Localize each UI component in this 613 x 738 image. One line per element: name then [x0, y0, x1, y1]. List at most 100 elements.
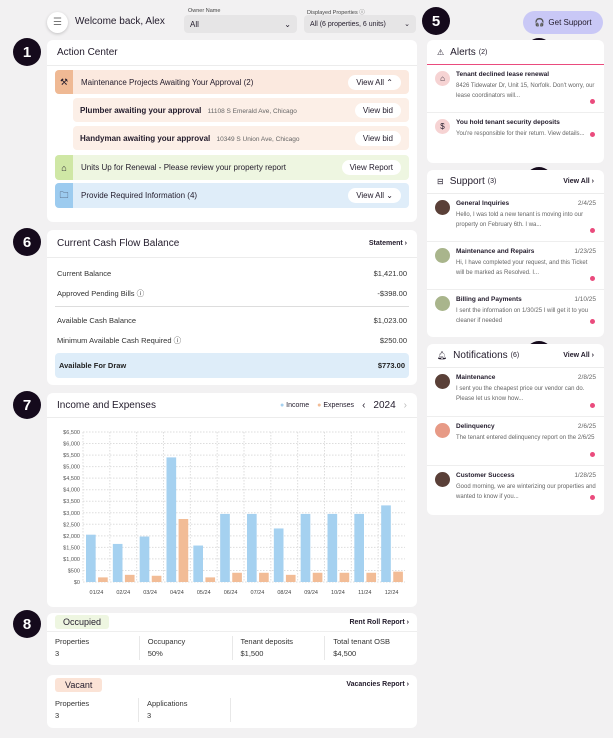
income-bar [139, 536, 150, 582]
renewal-label: Units Up for Renewal - Please review you… [81, 163, 286, 172]
avatar [435, 248, 450, 263]
alerts-title: Alerts [450, 46, 476, 58]
y-tick-label: $1,500 [63, 545, 80, 551]
income-bar [247, 513, 257, 582]
y-tick-label: $500 [68, 568, 80, 574]
bid-address: 11108 S Emerald Ave, Chicago [207, 107, 297, 115]
rent-roll-report-link[interactable]: Rent Roll Report › [349, 618, 409, 626]
y-tick-label: $6,000 [63, 442, 80, 448]
vacant-card: Vacant Vacancies Report › Properties 3 App… [47, 675, 417, 728]
badge-7: 7 [13, 391, 41, 419]
support-item[interactable]: Billing and Payments 1/10/25 I sent the in… [427, 290, 604, 332]
notifications-view-all-link[interactable]: View All › [563, 352, 594, 359]
avatar [435, 200, 450, 215]
required-info-row: 🗀 Provide Required Information (4) View Al… [55, 183, 409, 208]
renewal-row: ⌂ Units Up for Renewal - Please review yo… [55, 155, 409, 180]
x-tick-label: 02/24 [116, 590, 130, 596]
cash-row: Available Cash Balance $1,023.00 [57, 315, 407, 325]
bid-title: Plumber awaiting your approval [80, 105, 202, 115]
alerts-card: ⚠ Alerts (2) ⌂ Tenant declined lease renewa… [427, 40, 604, 163]
badge-5: 5 [422, 7, 450, 35]
x-tick-label: 01/24 [90, 590, 104, 596]
next-year-button[interactable]: › [403, 399, 407, 411]
expenses-bar [232, 572, 242, 582]
support-title: Support [449, 176, 485, 187]
prev-year-button[interactable]: ‹ [362, 399, 366, 411]
x-tick-label: 06/24 [224, 590, 238, 596]
maintenance-view-all-button[interactable]: View All ⌃ [348, 74, 401, 90]
stat: Total tenant OSB $4,500 [333, 637, 390, 658]
view-bid-button[interactable]: View bid [354, 102, 401, 118]
badge-8: 8 [13, 610, 41, 638]
view-report-button[interactable]: View Report [341, 160, 401, 175]
get-support-button[interactable]: 🎧 Get Support [523, 11, 603, 34]
properties-value: All (6 properties, 6 units) [310, 20, 386, 28]
year-label: 2024 [373, 399, 396, 411]
expenses-bar [259, 572, 269, 582]
stat: Tenant deposits $1,500 [233, 636, 326, 660]
income-bar [86, 534, 96, 582]
expenses-bar [393, 571, 403, 582]
bid-address: 10349 S Union Ave, Chicago [216, 135, 300, 143]
expenses-bar [151, 575, 162, 582]
support-item[interactable]: General Inquiries 2/4/25 Hello, I was told… [427, 194, 604, 242]
info-view-all-button[interactable]: View All ⌄ [348, 188, 401, 203]
help-icon: ⓘ [359, 10, 365, 16]
expenses-bar [366, 572, 377, 582]
properties-label: Displayed Properties ⓘ [307, 10, 365, 16]
avatar [435, 374, 450, 389]
maintenance-label: Maintenance Projects Awaiting Your Appro… [81, 77, 254, 87]
maintenance-row: ⚒ Maintenance Projects Awaiting Your Appr… [55, 70, 409, 94]
hamburger-icon: ☰ [53, 17, 62, 28]
y-tick-label: $2,000 [63, 534, 80, 540]
expenses-bar [178, 519, 189, 582]
income-expenses-card: Income and Expenses ● Income ● Expenses … [47, 393, 417, 607]
income-bar [273, 528, 284, 582]
warning-icon: ⚠ [437, 47, 445, 57]
dollar-icon: $ [435, 119, 450, 134]
owner-select[interactable]: All ⌄ [184, 15, 297, 33]
view-bid-button[interactable]: View bid [354, 130, 401, 146]
vacancies-report-link[interactable]: Vacancies Report › [346, 681, 409, 688]
income-bar [166, 457, 177, 582]
menu-button[interactable]: ☰ [47, 12, 68, 33]
x-tick-label: 11/24 [358, 590, 371, 596]
help-icon: ⓘ [173, 335, 182, 345]
unread-dot [590, 132, 595, 137]
stat: Occupancy 50% [140, 636, 233, 660]
chevron-down-icon: ⌄ [386, 191, 393, 200]
cash-row: Current Balance $1,421.00 [57, 268, 407, 278]
avatar [435, 423, 450, 438]
statement-link[interactable]: Statement › [368, 240, 407, 247]
badge-6: 6 [13, 228, 41, 256]
alerts-count: (2) [478, 48, 488, 56]
cash-row: Minimum Available Cash Required ⓘ $250.00 [57, 335, 407, 345]
notification-item[interactable]: Delinquency 2/6/25 The tenant entered deli… [427, 417, 604, 466]
x-tick-label: 07/24 [251, 590, 265, 596]
income-bar [112, 543, 123, 582]
x-tick-label: 12/24 [385, 590, 399, 596]
cash-row: Approved Pending Bills ⓘ -$398.00 [57, 288, 407, 298]
y-tick-label: $5,000 [63, 465, 80, 471]
support-view-all-link[interactable]: View All › [563, 178, 594, 185]
support-item[interactable]: Maintenance and Repairs 1/23/25 Hi, I have… [427, 242, 604, 290]
y-tick-label: $5,500 [63, 453, 80, 459]
y-tick-label: $0 [74, 580, 80, 586]
x-tick-label: 09/24 [304, 590, 318, 596]
bid-title: Handyman awaiting your approval [80, 133, 211, 143]
properties-select[interactable]: All (6 properties, 6 units) ⌄ [304, 15, 416, 33]
bell-icon: 🔔︎ [437, 351, 448, 360]
y-tick-label: $6,500 [63, 430, 80, 436]
notification-item[interactable]: Maintenance 2/8/25 I sent you the cheapest… [427, 368, 604, 417]
required-info-label: Provide Required Information (4) [81, 191, 198, 200]
notification-item[interactable]: Customer Success 1/28/25 Good morning, we … [427, 466, 604, 508]
expenses-bar [312, 572, 323, 582]
chevron-down-icon: ⌄ [284, 19, 291, 29]
bid-row: Plumber awaiting your approval 11108 S E… [73, 98, 409, 122]
alert-item[interactable]: $ You hold tenant security deposits You're… [427, 113, 604, 145]
avatar [435, 472, 450, 487]
get-support-label: Get Support [548, 18, 592, 27]
expenses-bar [98, 577, 108, 582]
income-bar [354, 513, 364, 582]
alert-item[interactable]: ⌂ Tenant declined lease renewal 8426 Tidew… [427, 65, 604, 113]
